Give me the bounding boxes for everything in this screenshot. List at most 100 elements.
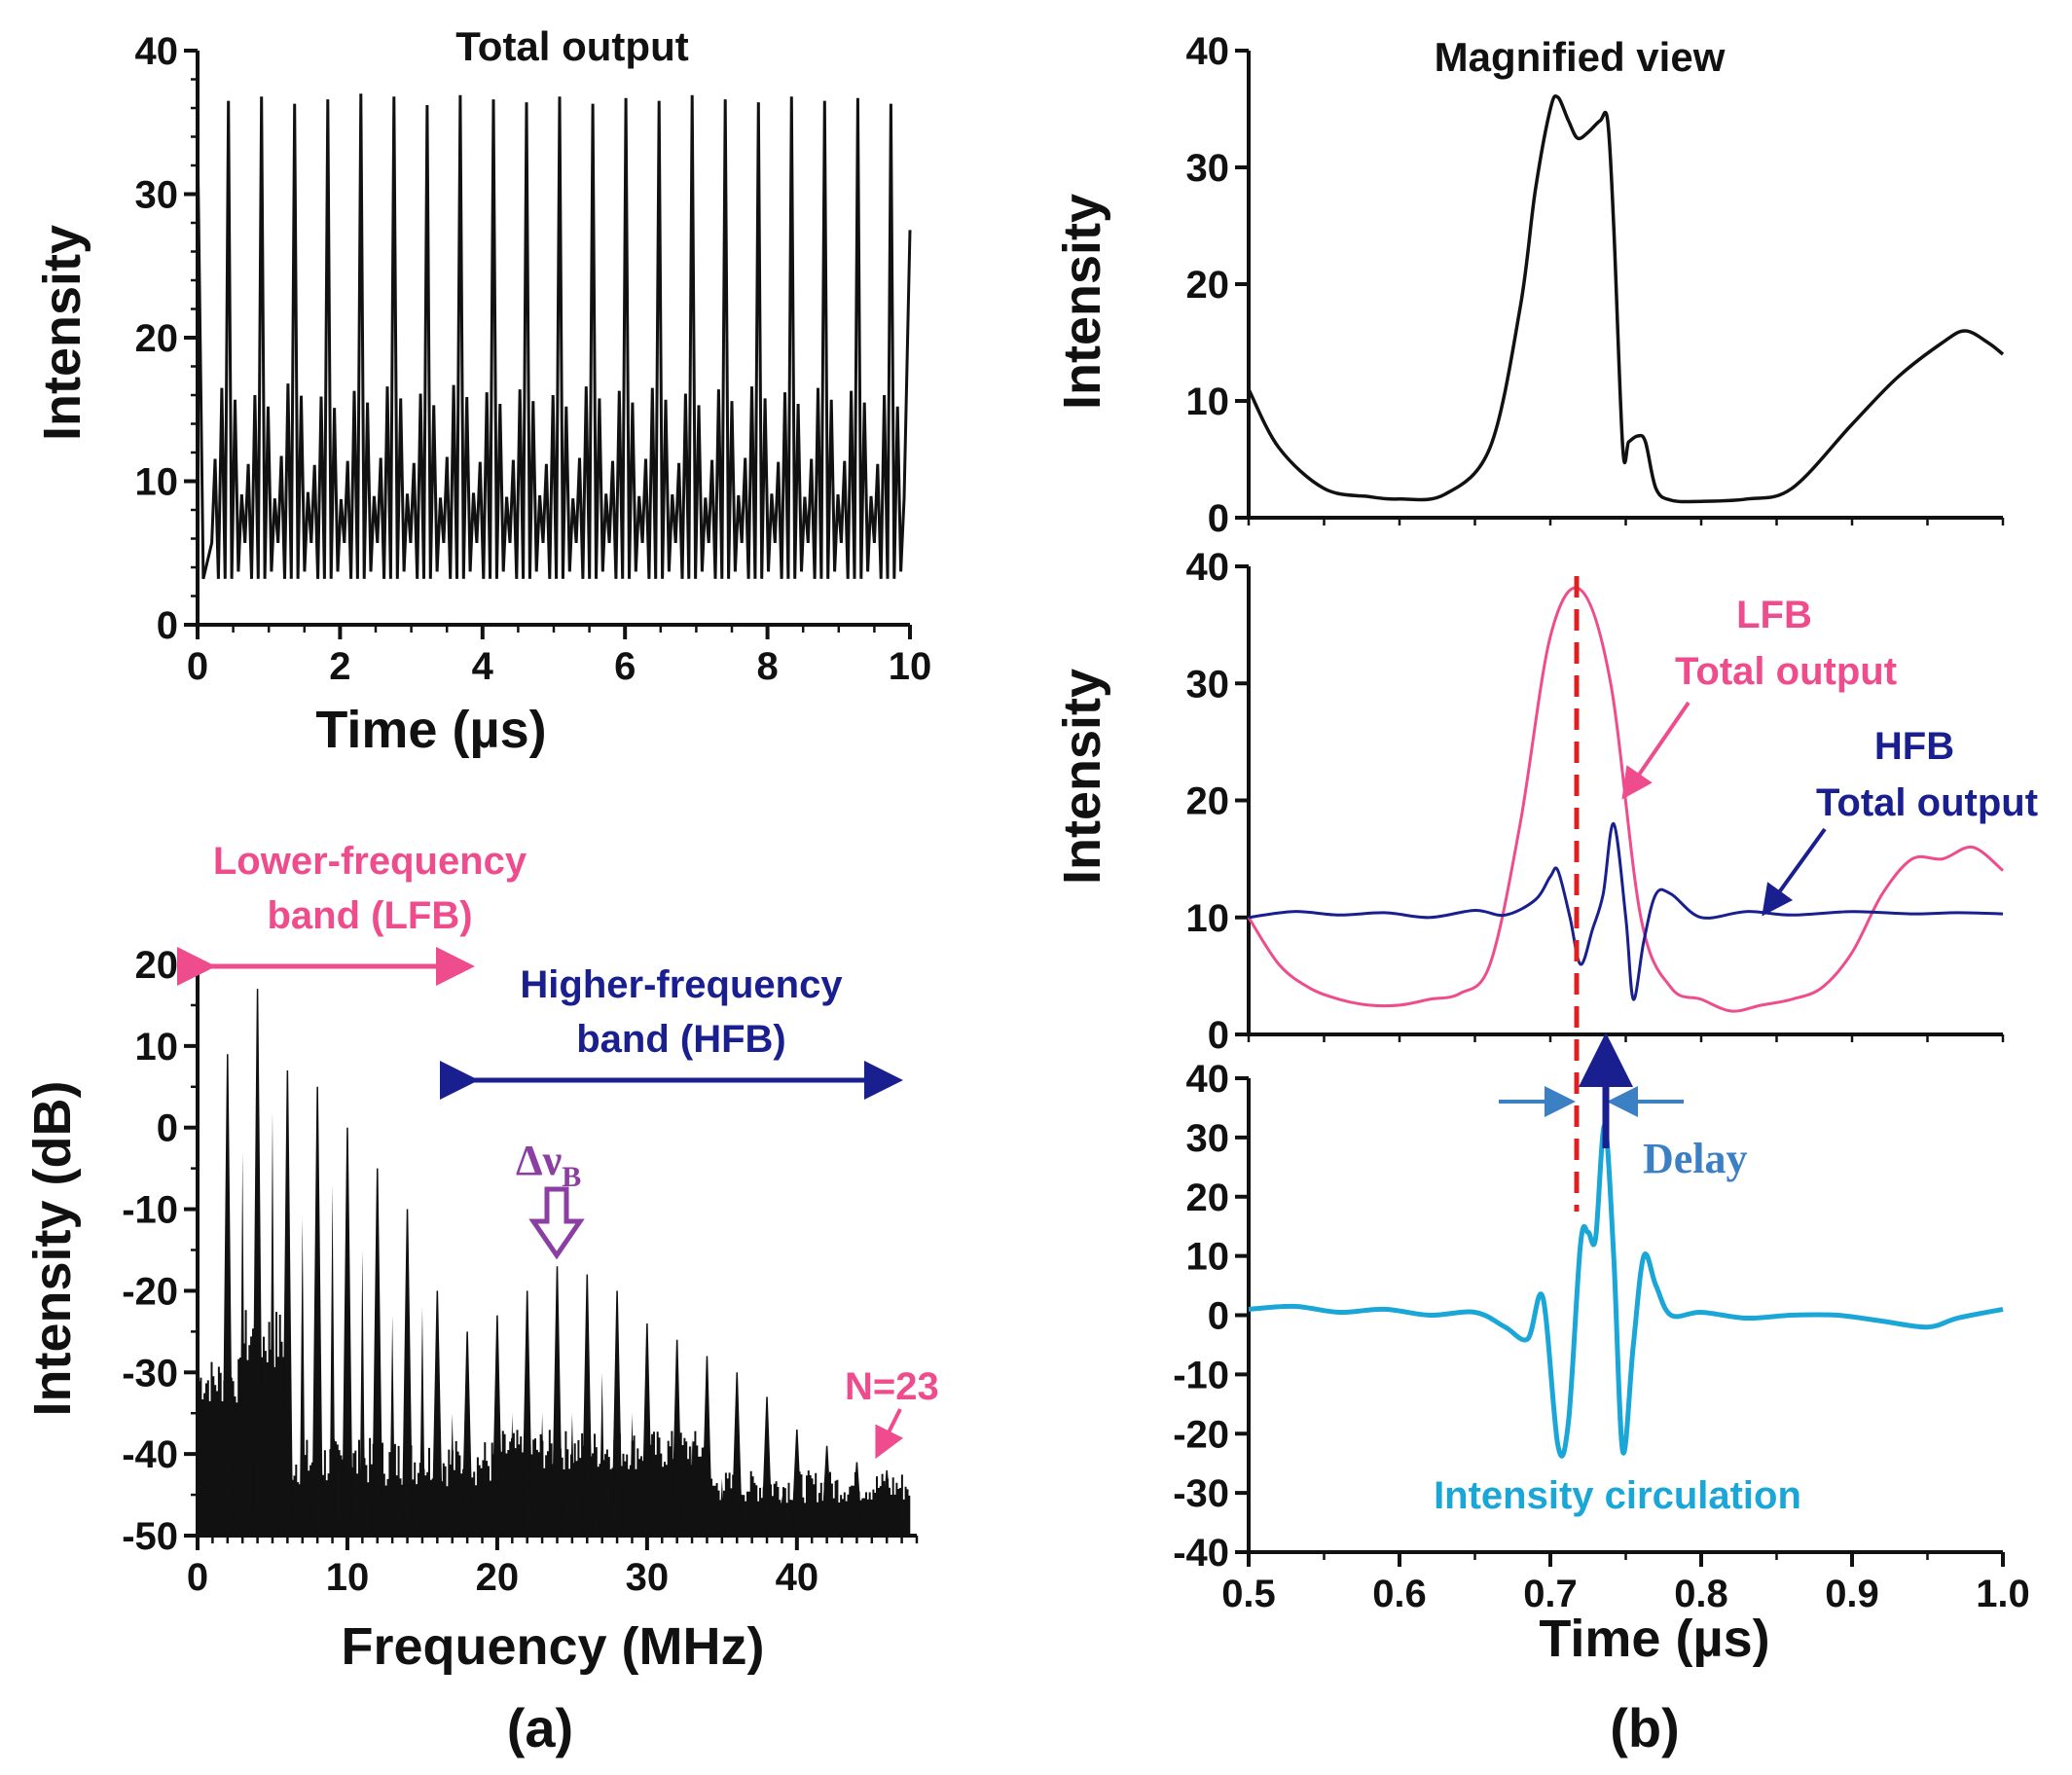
intensity-circulation-series (1248, 1123, 2004, 1459)
harmonic-peak (281, 1070, 294, 1537)
b-bot-xtick-label: 0.7 (1523, 1573, 1578, 1615)
b-mid-ytick-label: 10 (1186, 897, 1230, 940)
a-bot-ytick-label: 20 (135, 944, 179, 987)
harmonic-peak (342, 1127, 353, 1537)
harmonic-peak (222, 1054, 234, 1537)
b-bot-xtick-label: 0.8 (1674, 1573, 1728, 1615)
intermediate-peak (718, 1478, 725, 1536)
b-mid-ytick-label: 30 (1186, 663, 1230, 706)
b-top-ytick-label: 30 (1186, 147, 1230, 190)
lfb-series (1247, 586, 2004, 1013)
intermediate-peak (809, 1519, 816, 1536)
harmonic-peak (581, 1274, 594, 1537)
hfb-band-label: Higher-frequency band (HFB) (520, 963, 843, 1061)
a-bot-xtick-label: 30 (626, 1556, 670, 1599)
hfb-pointer-arrow (1762, 827, 1827, 917)
harmonic-peak (820, 1445, 833, 1537)
b-bot-ytick-label: 20 (1186, 1177, 1230, 1219)
intermediate-peak (599, 1372, 605, 1536)
intermediate-peak (418, 1307, 425, 1536)
intermediate-peak (689, 1437, 696, 1536)
b-bot-xtick-label: 0.6 (1372, 1573, 1427, 1615)
intermediate-peak (779, 1495, 785, 1536)
a-top-xlabel: Time (µs) (315, 701, 546, 759)
a-top-xtick-label: 8 (756, 645, 778, 688)
intermediate-peak (269, 1110, 275, 1536)
harmonic-peak (791, 1429, 803, 1537)
intermediate-peak (659, 1469, 666, 1536)
a-top-xtick-label: 0 (187, 645, 208, 688)
b-bot-ytick-label: 10 (1186, 1236, 1230, 1279)
b-mid-ytick-label: 40 (1186, 546, 1230, 589)
delay-label: Delay (1643, 1135, 1748, 1182)
a-bot-ytick-label: -40 (122, 1433, 178, 1476)
a-top-ytick-label: 0 (157, 604, 178, 647)
b-top-ytick-label: 10 (1186, 380, 1230, 423)
b-bot-ytick-label: -40 (1173, 1532, 1229, 1575)
b-bot-ytick-label: 30 (1186, 1117, 1230, 1160)
a-top-ytick-label: 10 (135, 461, 179, 504)
b-bot-xtick-label: 0.5 (1221, 1573, 1276, 1615)
hfb-label: HFB (1874, 725, 1954, 768)
lfb-band-label: Lower-frequency band (LFB) (213, 840, 527, 937)
b-middle-ylabel: Intensity (1053, 669, 1111, 885)
a-top-xtick-label: 2 (329, 645, 350, 688)
b-bot-xtick-label: 0.9 (1825, 1573, 1879, 1615)
harmonic-peak (671, 1339, 683, 1537)
harmonic-peak (731, 1372, 744, 1537)
chart-a-top-title: Total output (455, 23, 688, 69)
harmonic-peak (641, 1322, 653, 1537)
a-bot-xtick-label: 10 (326, 1556, 370, 1599)
b-top-ytick-label: 20 (1186, 264, 1230, 307)
intermediate-peak (568, 1413, 575, 1536)
intermediate-peak (449, 1413, 455, 1536)
a-bot-ytick-label: -30 (122, 1352, 178, 1395)
harmonic-peak (491, 1315, 503, 1537)
b-bot-ytick-label: -30 (1173, 1472, 1229, 1515)
panel-b-label: (b) (1610, 1697, 1680, 1758)
harmonic-peak (701, 1356, 713, 1537)
harmonic-peak (521, 1290, 533, 1537)
b-mid-ytick-label: 0 (1208, 1014, 1229, 1057)
chart-b: Magnified view 0102030400102030404030201… (1053, 30, 2038, 1668)
harmonic-peak (761, 1396, 773, 1537)
n23-label: N=23 (845, 1365, 939, 1408)
b-top-ytick-label: 0 (1208, 497, 1229, 540)
intermediate-peak (299, 1216, 306, 1536)
a-bot-ytick-label: -10 (122, 1189, 178, 1232)
a-bot-xtick-label: 40 (776, 1556, 819, 1599)
intermediate-peak (329, 1184, 336, 1536)
intermediate-peak (868, 1519, 875, 1536)
intermediate-peak (539, 1413, 546, 1536)
harmonic-peak (461, 1331, 473, 1537)
intermediate-peak (389, 1315, 396, 1536)
a-bot-xtick-label: 20 (476, 1556, 520, 1599)
a-bot-ytick-label: -50 (122, 1515, 178, 1558)
intensity-circulation-label: Intensity circulation (1434, 1474, 1801, 1517)
hfb-total-output-label: Total output (1816, 781, 2038, 824)
magnified-series (1247, 93, 2005, 504)
total-output-series (196, 93, 912, 580)
a-top-xtick-label: 4 (472, 645, 494, 688)
a-bot-ytick-label: 0 (157, 1107, 178, 1150)
intermediate-peak (748, 1519, 755, 1536)
b-top-ytick-label: 40 (1186, 30, 1230, 73)
a-bot-xtick-label: 0 (187, 1556, 208, 1599)
a-bot-ytick-label: 10 (135, 1026, 179, 1069)
intermediate-peak (359, 1250, 366, 1536)
b-top-ylabel: Intensity (1053, 194, 1111, 410)
a-top-ytick-label: 20 (135, 317, 179, 360)
a-top-ytick-label: 40 (135, 30, 179, 73)
a-bot-ytick-label: -20 (122, 1270, 178, 1313)
intermediate-peak (509, 1413, 516, 1536)
harmonic-peak (371, 1168, 383, 1537)
b-bot-ytick-label: -10 (1173, 1354, 1229, 1396)
harmonic-peak (851, 1462, 863, 1537)
harmonic-peak (401, 1209, 414, 1537)
hfb-series (1248, 821, 2004, 1001)
panel-a-label: (a) (507, 1697, 573, 1758)
harmonic-peak (431, 1290, 444, 1537)
b-bot-ytick-label: 40 (1186, 1058, 1230, 1101)
